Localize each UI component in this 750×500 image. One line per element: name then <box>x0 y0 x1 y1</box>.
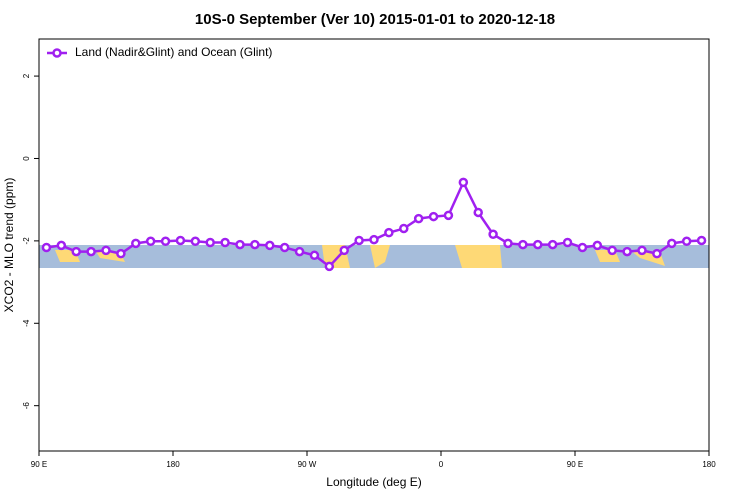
point <box>696 235 707 246</box>
x-tick-label: 0 <box>439 460 444 469</box>
point <box>294 246 305 257</box>
point <box>160 236 171 247</box>
point <box>205 237 215 248</box>
point <box>503 238 513 249</box>
point <box>235 239 245 250</box>
point <box>265 240 275 251</box>
point <box>354 235 364 246</box>
y-tick-label: 0 <box>22 156 31 161</box>
point <box>518 239 528 250</box>
point <box>681 236 692 247</box>
point <box>41 242 52 253</box>
point <box>458 177 469 188</box>
y-tick-label: 2 <box>22 73 31 78</box>
x-tick-label: 90 W <box>298 460 317 469</box>
point <box>637 245 647 256</box>
point <box>86 246 96 257</box>
point <box>399 223 409 234</box>
point <box>428 211 439 222</box>
point <box>71 246 81 257</box>
point <box>175 235 186 246</box>
point <box>592 240 603 251</box>
point <box>250 239 260 250</box>
chart-title: 10S-0 September (Ver 10) 2015-01-01 to 2… <box>195 11 555 28</box>
legend-label: Land (Nadir&Glint) and Ocean (Glint) <box>75 45 272 59</box>
plot-frame <box>38 38 710 452</box>
x-tick-label: 90 E <box>31 460 47 469</box>
point <box>56 240 67 251</box>
point <box>384 227 394 238</box>
point <box>413 213 424 224</box>
point <box>279 242 290 253</box>
y-tick-label: -6 <box>22 402 31 410</box>
point <box>101 245 111 256</box>
x-axis-label: Longitude (deg E) <box>326 475 421 489</box>
point <box>652 248 662 259</box>
x-tick-label: 180 <box>166 460 180 469</box>
point <box>339 245 349 256</box>
point <box>145 236 156 247</box>
point <box>667 238 677 249</box>
point <box>324 261 335 272</box>
point <box>443 210 454 221</box>
point <box>622 246 632 257</box>
point <box>190 236 201 247</box>
point <box>577 242 588 253</box>
y-tick-label: -2 <box>22 237 31 245</box>
point <box>473 207 483 218</box>
point <box>309 250 320 261</box>
point <box>131 238 141 249</box>
point <box>116 248 126 259</box>
x-tick-label: 90 E <box>567 460 583 469</box>
point <box>562 237 573 248</box>
point <box>369 234 379 245</box>
y-axis-label: XCO2 - MLO trend (ppm) <box>2 178 16 313</box>
point <box>607 245 617 256</box>
map-strip <box>39 245 709 268</box>
legend-marker <box>52 48 62 58</box>
point <box>220 237 230 248</box>
point <box>533 239 543 250</box>
point <box>488 229 498 240</box>
y-tick-label: -4 <box>22 319 31 327</box>
x-tick-label: 180 <box>702 460 716 469</box>
point <box>547 239 558 250</box>
